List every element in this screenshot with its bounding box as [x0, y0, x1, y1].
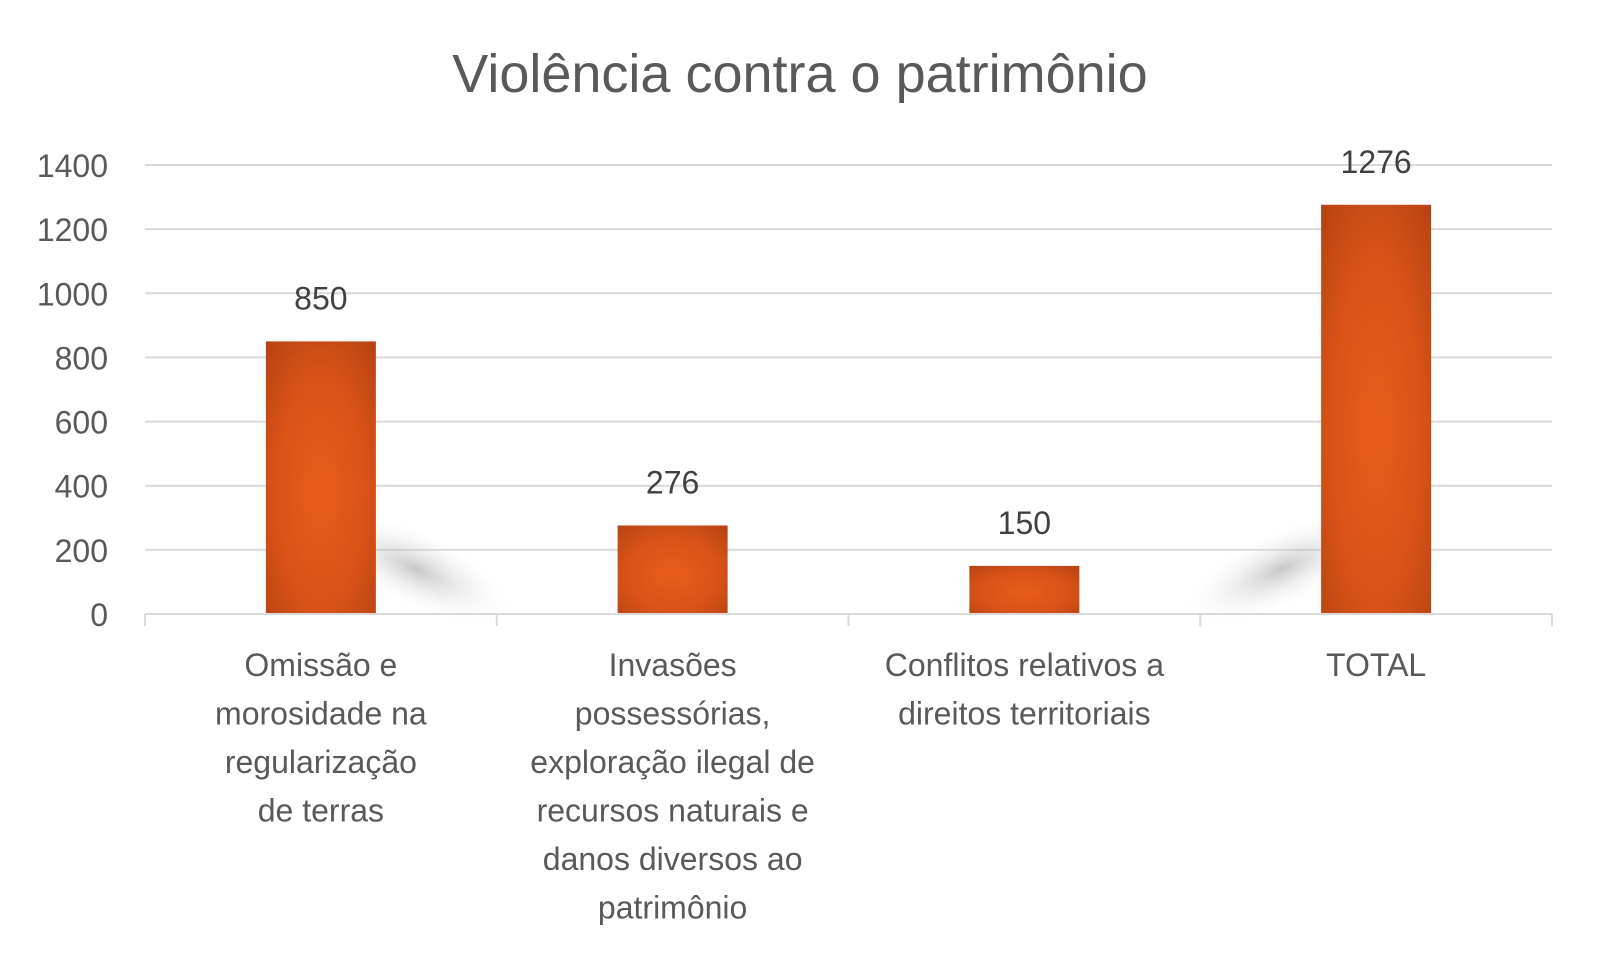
x-tick-label-line: de terras — [258, 793, 384, 829]
x-tick-label-line: regularização — [225, 744, 417, 780]
y-tick-label: 400 — [55, 469, 108, 505]
data-label: 276 — [646, 464, 699, 500]
chart-title: Violência contra o patrimônio — [452, 44, 1147, 104]
x-axis — [144, 613, 1553, 626]
y-tick-label: 200 — [55, 533, 108, 569]
x-tick-label-line: Invasões — [609, 647, 737, 683]
x-tick-label-line: direitos territoriais — [898, 696, 1151, 732]
x-tick-label-line: Conflitos relativos a — [885, 647, 1164, 683]
x-tick-label: Omissão e morosidade na regularização de te… — [215, 647, 427, 829]
data-label: 1276 — [1341, 144, 1412, 180]
bar — [265, 341, 376, 614]
x-tick-label-line: danos diversos ao — [543, 841, 803, 877]
y-tick-label: 800 — [55, 340, 108, 376]
x-tick-label-line: possessórias, — [575, 696, 771, 732]
y-tick-label: 1000 — [37, 276, 108, 312]
y-tick-label: 600 — [55, 405, 108, 441]
bar — [1321, 204, 1432, 615]
bar-shadows — [314, 510, 1383, 628]
x-tick-label: Conflitos relativos a direitos territoria… — [885, 647, 1164, 732]
x-axis-labels: Omissão e morosidade na regularização de te… — [215, 647, 1426, 926]
y-axis-ticks: 0 200 400 600 800 1000 1200 1400 — [37, 148, 108, 633]
x-tick-label-line: recursos naturais e — [537, 793, 809, 829]
x-tick-label-line: exploração ilegal de — [530, 744, 815, 780]
x-tick-label: Invasões possessórias, exploração ilegal d… — [530, 647, 815, 926]
y-tick-label: 0 — [90, 597, 108, 633]
gridlines — [145, 164, 1552, 551]
x-tick-label-line: Omissão e — [244, 647, 397, 683]
bars — [265, 204, 1432, 615]
x-tick-label: TOTAL — [1326, 647, 1426, 683]
x-tick-label-line: TOTAL — [1326, 647, 1426, 683]
data-label: 850 — [294, 280, 347, 316]
y-tick-label: 1400 — [37, 148, 108, 184]
bar — [969, 565, 1080, 614]
data-label: 150 — [998, 505, 1051, 541]
x-tick-label-line: patrimônio — [598, 890, 747, 926]
data-labels: 850 276 150 1276 — [294, 144, 1412, 541]
y-tick-label: 1200 — [37, 212, 108, 248]
x-tick-label-line: morosidade na — [215, 696, 427, 732]
bar — [617, 525, 728, 614]
